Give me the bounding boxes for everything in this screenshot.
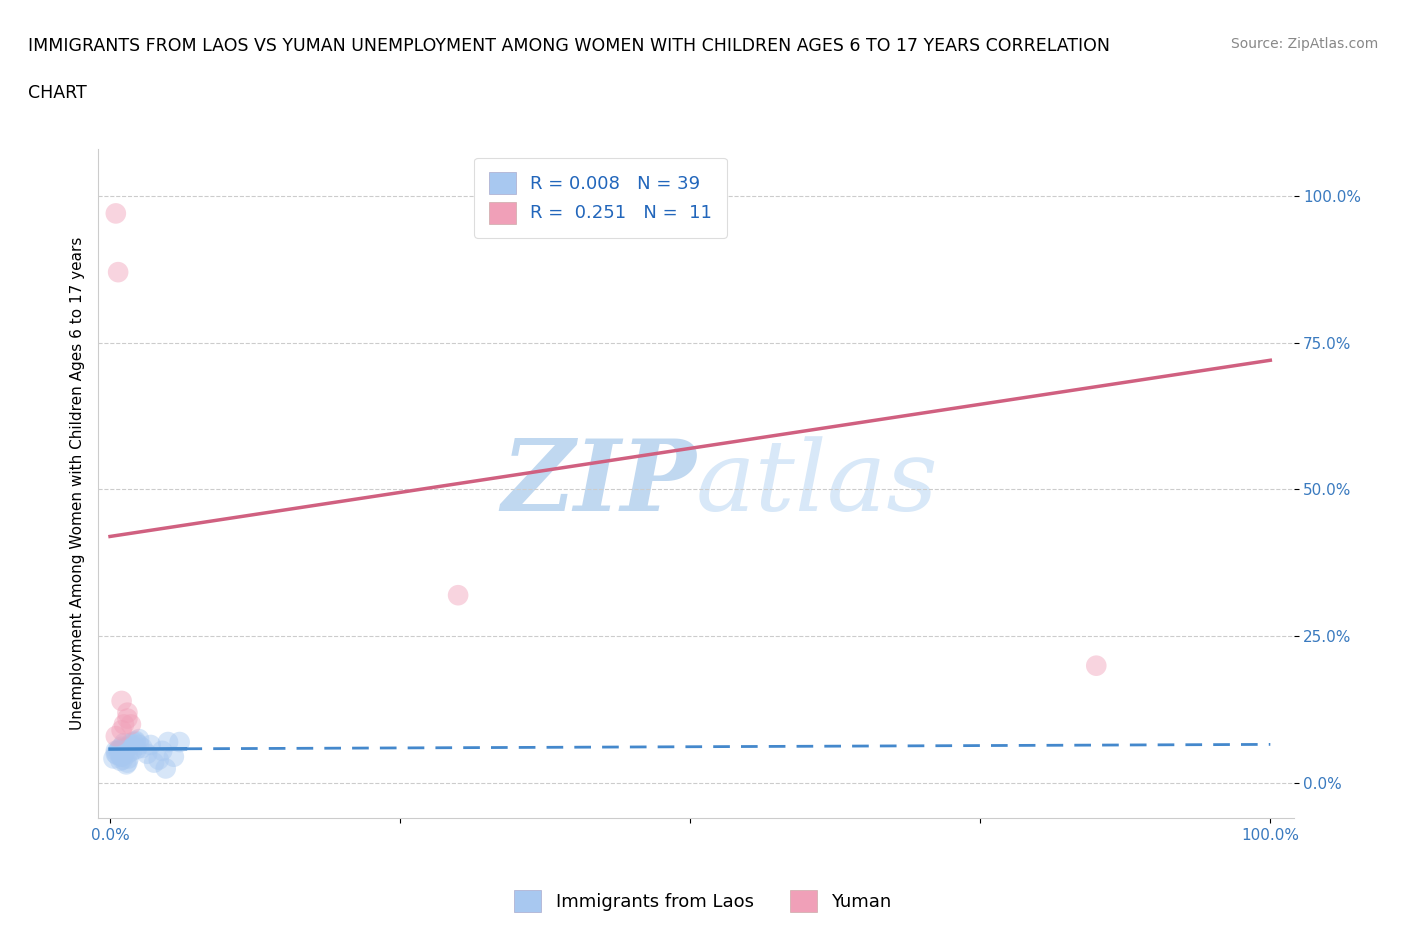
Point (107, 265, 129, 280)
Point (111, 750, 134, 764)
Point (1085, 658, 1108, 673)
Text: IMMIGRANTS FROM LAOS VS YUMAN UNEMPLOYMENT AMONG WOMEN WITH CHILDREN AGES 6 TO 1: IMMIGRANTS FROM LAOS VS YUMAN UNEMPLOYME… (28, 37, 1111, 55)
Point (107, 743, 129, 758)
Point (139, 737, 162, 752)
Point (117, 751, 139, 766)
Point (117, 740, 139, 755)
Point (163, 750, 186, 764)
Point (111, 750, 134, 764)
Point (111, 723, 134, 737)
Point (122, 735, 145, 750)
Point (125, 741, 148, 756)
Point (128, 737, 150, 752)
Point (115, 757, 138, 772)
Point (155, 761, 177, 776)
Point (112, 717, 135, 732)
Point (108, 741, 131, 756)
Point (117, 755, 139, 770)
Point (112, 736, 135, 751)
Point (111, 739, 134, 754)
Point (124, 734, 146, 749)
Point (128, 732, 150, 747)
Text: CHART: CHART (28, 84, 87, 101)
Point (157, 735, 180, 750)
Point (112, 740, 135, 755)
Point (110, 753, 132, 768)
Text: ZIP: ZIP (501, 435, 696, 532)
Point (120, 737, 142, 752)
Point (148, 752, 170, 767)
Point (121, 743, 143, 758)
Point (136, 747, 159, 762)
Point (143, 755, 166, 770)
Point (124, 735, 146, 750)
Point (117, 711, 139, 726)
Point (104, 729, 127, 744)
Y-axis label: Unemployment Among Women with Children Ages 6 to 17 years: Unemployment Among Women with Children A… (69, 237, 84, 730)
Text: atlas: atlas (696, 436, 939, 531)
Point (447, 588, 470, 603)
Point (169, 735, 191, 750)
Point (108, 743, 131, 758)
Point (120, 736, 142, 751)
Text: Source: ZipAtlas.com: Source: ZipAtlas.com (1230, 37, 1378, 51)
Point (150, 743, 173, 758)
Point (117, 705, 139, 720)
Point (105, 748, 128, 763)
Point (111, 694, 134, 709)
Legend: R = 0.008   N = 39, R =  0.251   N =  11: R = 0.008 N = 39, R = 0.251 N = 11 (474, 158, 727, 238)
Point (117, 747, 139, 762)
Point (131, 740, 153, 755)
Point (114, 745, 136, 760)
Point (104, 743, 127, 758)
Point (104, 206, 127, 220)
Point (104, 747, 127, 762)
Point (120, 717, 142, 732)
Point (103, 751, 125, 766)
Legend: Immigrants from Laos, Yuman: Immigrants from Laos, Yuman (505, 881, 901, 921)
Point (111, 752, 134, 767)
